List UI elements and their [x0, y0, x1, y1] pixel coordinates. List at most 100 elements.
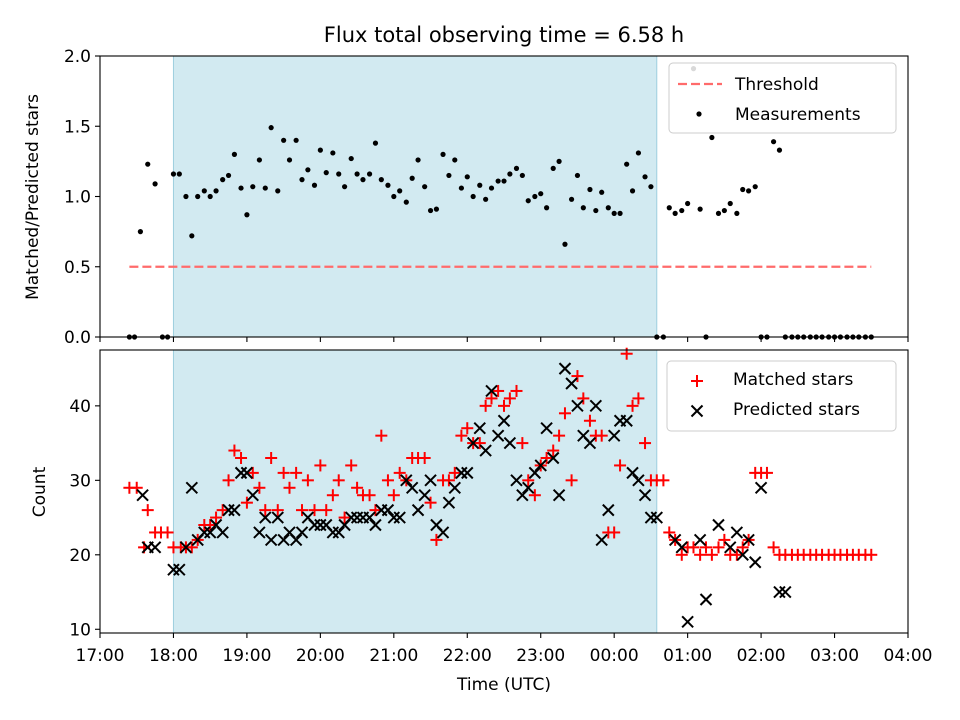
- measurement-point: [709, 134, 715, 141]
- measurement-point: [611, 210, 617, 216]
- matched-star-point: [528, 489, 541, 502]
- bottom-x-ticks: 17:00 18:00 19:00 20:00 21:00 22:00 23:00 00:00…: [76, 633, 933, 666]
- measurement-point: [464, 174, 470, 180]
- matched-star-point: [694, 548, 707, 561]
- legend-predicted-label: Predicted stars: [733, 400, 860, 420]
- measurement-point: [244, 212, 250, 218]
- top-y-tick-label: 0.5: [64, 258, 91, 278]
- measurement-point: [275, 188, 281, 194]
- predicted-star-point: [448, 481, 461, 494]
- measurement-point: [629, 188, 636, 194]
- matched-star-point: [626, 399, 639, 412]
- predicted-star-point: [644, 511, 658, 524]
- measurement-point: [195, 193, 201, 200]
- predicted-star-point: [350, 511, 364, 524]
- measurement-point: [672, 210, 678, 216]
- measurement-point: [488, 185, 495, 191]
- measurement-point: [189, 233, 195, 239]
- matched-star-point: [540, 451, 553, 464]
- predicted-star-point: [779, 585, 792, 599]
- matched-star-point: [516, 437, 529, 450]
- measurement-point: [562, 241, 568, 247]
- predicted-star-point: [675, 541, 688, 554]
- x-tick-label: 18:00: [149, 646, 198, 666]
- measurement-point: [721, 207, 727, 214]
- measurement-point: [715, 210, 722, 216]
- measurement-point: [348, 155, 354, 162]
- measurement-point: [427, 207, 434, 214]
- measurement-point: [336, 171, 342, 177]
- matched-star-point: [583, 414, 596, 427]
- matched-star-point: [485, 392, 498, 405]
- predicted-star-point: [773, 585, 786, 599]
- measurement-point: [433, 206, 440, 212]
- matched-star-point: [705, 548, 718, 561]
- top-y-axis-label: Matched/Predicted stars: [23, 94, 43, 300]
- measurement-point: [776, 147, 783, 153]
- matched-star-point: [448, 466, 461, 479]
- matched-star-point: [736, 541, 749, 554]
- bottom-axes-frame: [99, 349, 909, 634]
- predicted-star-point: [173, 563, 186, 576]
- measurement-point: [317, 147, 323, 153]
- matched-star-point: [712, 541, 725, 554]
- matched-star-point: [259, 504, 272, 517]
- bottom-y-tick-label: 40: [69, 397, 91, 417]
- predicted-star-point: [345, 511, 358, 524]
- predicted-star-point: [136, 489, 149, 502]
- matched-star-point: [430, 533, 443, 546]
- measurement-point: [642, 174, 648, 180]
- matched-star-point: [345, 459, 358, 472]
- measurement-point: [580, 205, 586, 211]
- x-tick-label: 21:00: [369, 646, 418, 666]
- predicted-star-point: [724, 541, 737, 554]
- predicted-star-point: [369, 518, 382, 532]
- predicted-star-point: [607, 429, 621, 442]
- measurement-point: [452, 157, 458, 163]
- matched-star-point: [577, 392, 590, 405]
- measurement-point: [366, 171, 373, 177]
- predicted-star-point: [179, 541, 193, 554]
- predicted-star-point: [620, 414, 633, 427]
- top-legend-box: [668, 62, 897, 134]
- measurement-point: [152, 181, 158, 187]
- predicted-star-point: [411, 503, 425, 517]
- predicted-star-point: [699, 593, 713, 606]
- matched-star-point: [553, 429, 566, 442]
- predicted-star-point: [693, 533, 707, 547]
- matched-star-point: [246, 466, 259, 479]
- measurement-point: [145, 161, 151, 167]
- ratio-panel: Flux total observing time = 6.58 h 0.00.…: [23, 23, 909, 348]
- measurement-point: [256, 157, 262, 163]
- bottom-y-tick-label: 30: [69, 471, 91, 491]
- legend-measurements-label: Measurements: [735, 105, 861, 125]
- predicted-star-point: [583, 436, 597, 450]
- legend-predicted-swatch: [690, 404, 704, 418]
- matched-star-point: [326, 489, 339, 502]
- matched-star-point: [614, 459, 627, 472]
- measurement-point: [648, 184, 654, 190]
- predicted-star-point: [681, 615, 694, 629]
- measurement-point: [391, 193, 397, 200]
- predicted-star-point: [552, 489, 566, 502]
- measurement-point: [525, 198, 531, 204]
- measurement-point: [593, 207, 599, 214]
- x-tick-label: 17:00: [76, 646, 125, 666]
- measurement-point: [207, 193, 213, 200]
- x-axis-label: Time (UTC): [456, 675, 551, 695]
- predicted-star-point: [595, 533, 608, 547]
- measurement-point: [666, 205, 672, 211]
- matched-star-point: [141, 504, 154, 517]
- matched-star-point: [473, 437, 486, 450]
- top-x-ticks: [99, 337, 909, 342]
- predicted-star-point: [540, 421, 553, 435]
- measurement-point: [299, 177, 305, 183]
- measurement-point: [477, 182, 483, 188]
- predicted-star-point: [436, 526, 450, 539]
- predicted-star-point: [565, 377, 578, 390]
- matched-star-point: [338, 511, 351, 524]
- predicted-star-point: [277, 533, 290, 547]
- measurement-point: [574, 172, 581, 179]
- matched-star-point: [571, 370, 584, 383]
